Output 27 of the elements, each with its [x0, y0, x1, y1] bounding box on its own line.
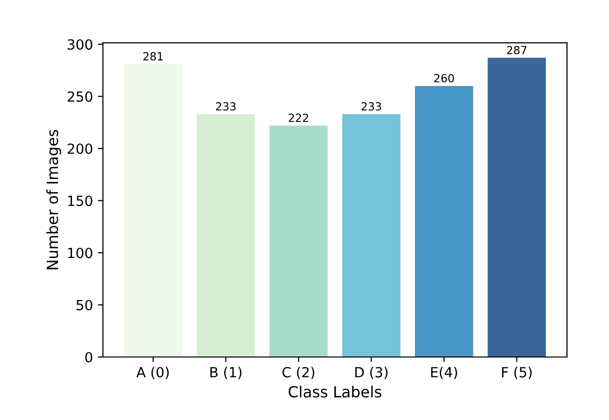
x-tick-label: B (1) — [210, 366, 242, 380]
data-label: 233 — [216, 102, 236, 111]
y-axis-title: Number of Images — [46, 130, 62, 270]
y-tick-label: 0 — [85, 352, 92, 362]
bar — [196, 114, 255, 357]
y-tick-label: 150 — [68, 196, 92, 206]
x-axis-title: Class Labels — [288, 386, 382, 398]
y-tick-label: 50 — [76, 300, 92, 310]
bar — [414, 86, 474, 357]
data-label: 222 — [288, 114, 308, 122]
x-tick-label: D (3) — [355, 366, 388, 380]
data-label: 281 — [143, 52, 163, 61]
y-tick-label: 250 — [68, 91, 92, 102]
y-tick-label: 300 — [68, 39, 92, 50]
y-tick-label: 100 — [68, 248, 92, 258]
y-tick-label: 200 — [68, 143, 92, 154]
bar — [342, 114, 400, 357]
x-tick-label: E(4) — [431, 366, 458, 380]
data-label: 287 — [507, 46, 526, 54]
x-tick-label: F (5) — [502, 366, 532, 380]
data-label: 233 — [362, 102, 382, 111]
bar — [124, 64, 182, 357]
x-tick-label: C (2) — [282, 366, 314, 380]
x-tick-label: A (0) — [136, 366, 169, 380]
bar — [269, 126, 328, 357]
bar — [488, 58, 546, 357]
data-label: 260 — [434, 74, 454, 82]
